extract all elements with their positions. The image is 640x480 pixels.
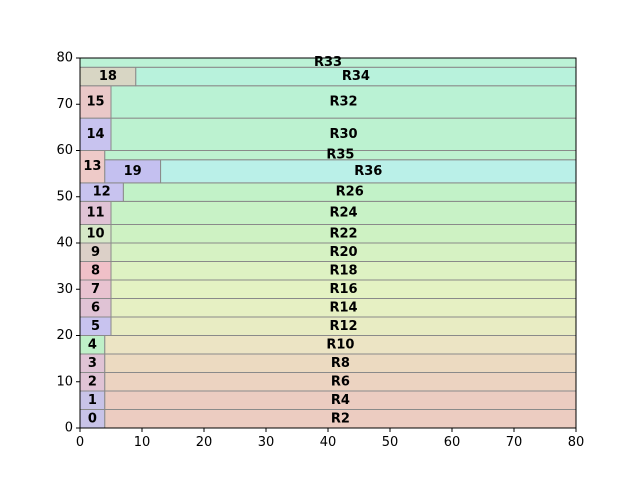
rect-label-r26: R26 [336,185,364,200]
rect-label-3: 3 [88,356,97,371]
rect-label-10: 10 [86,226,104,241]
rect-label-6: 6 [91,300,100,315]
rect-label-18: 18 [99,69,117,84]
rect-label-r35: R35 [326,148,354,163]
y-tick-label: 60 [56,143,73,158]
rect-label-r12: R12 [329,319,357,334]
x-tick-label: 0 [76,435,84,450]
rect-label-r33: R33 [314,55,342,70]
rect-label-13: 13 [83,159,101,174]
rect-label-12: 12 [93,185,111,200]
y-axis: 0 10 20 30 40 50 60 70 80 [56,51,80,436]
y-tick-label: 10 [56,374,73,389]
x-tick-label: 80 [568,435,585,450]
rect-label-r36: R36 [354,164,382,179]
rect-label-r24: R24 [329,205,357,220]
y-tick-label: 0 [65,421,73,436]
rect-label-r34: R34 [342,69,370,84]
labels-layer: 0 R2 1 R4 2 R6 3 R8 4 R10 5 R12 6 R14 7 R16 8 R18 9 R20 10 R2… [83,55,382,426]
y-tick-label: 30 [56,282,73,297]
x-tick-label: 10 [134,435,151,450]
rect-label-r32: R32 [329,94,357,109]
treemap-rect-15 [79,85,112,119]
y-tick-label: 20 [56,328,73,343]
x-tick-label: 60 [444,435,461,450]
x-tick-label: 30 [258,435,275,450]
rect-label-11: 11 [86,205,104,220]
rect-label-r8: R8 [331,356,350,371]
rect-label-5: 5 [91,319,100,334]
rect-label-r14: R14 [329,300,357,315]
rect-label-4: 4 [88,337,97,352]
rect-label-15: 15 [86,94,104,109]
rect-label-r4: R4 [331,393,350,408]
x-tick-label: 20 [196,435,213,450]
rect-label-8: 8 [91,263,100,278]
rect-label-r16: R16 [329,282,357,297]
rect-label-r18: R18 [329,263,357,278]
rect-label-0: 0 [88,411,97,426]
rects-layer [79,57,577,429]
x-tick-label: 40 [320,435,337,450]
rect-label-r22: R22 [329,226,357,241]
y-tick-label: 80 [56,51,73,66]
rect-label-r6: R6 [331,374,350,389]
treemap-rect-r30 [110,117,577,151]
rect-label-r10: R10 [326,337,354,352]
x-tick-label: 50 [382,435,399,450]
rect-label-19: 19 [124,164,142,179]
y-tick-label: 70 [56,97,73,112]
rect-label-r30: R30 [329,127,357,142]
rect-label-7: 7 [91,282,100,297]
x-axis: 0 10 20 30 40 50 60 70 80 [76,428,584,450]
rect-label-14: 14 [86,127,104,142]
rect-label-9: 9 [91,245,100,260]
y-tick-label: 40 [56,236,73,251]
y-tick-label: 50 [56,189,73,204]
x-tick-label: 70 [506,435,523,450]
rect-label-2: 2 [88,374,97,389]
treemap-rect-r32 [110,85,577,119]
rect-label-1: 1 [88,393,97,408]
treemap-rect-13 [79,150,106,184]
rect-label-r2: R2 [331,411,350,426]
rect-label-r20: R20 [329,245,357,260]
